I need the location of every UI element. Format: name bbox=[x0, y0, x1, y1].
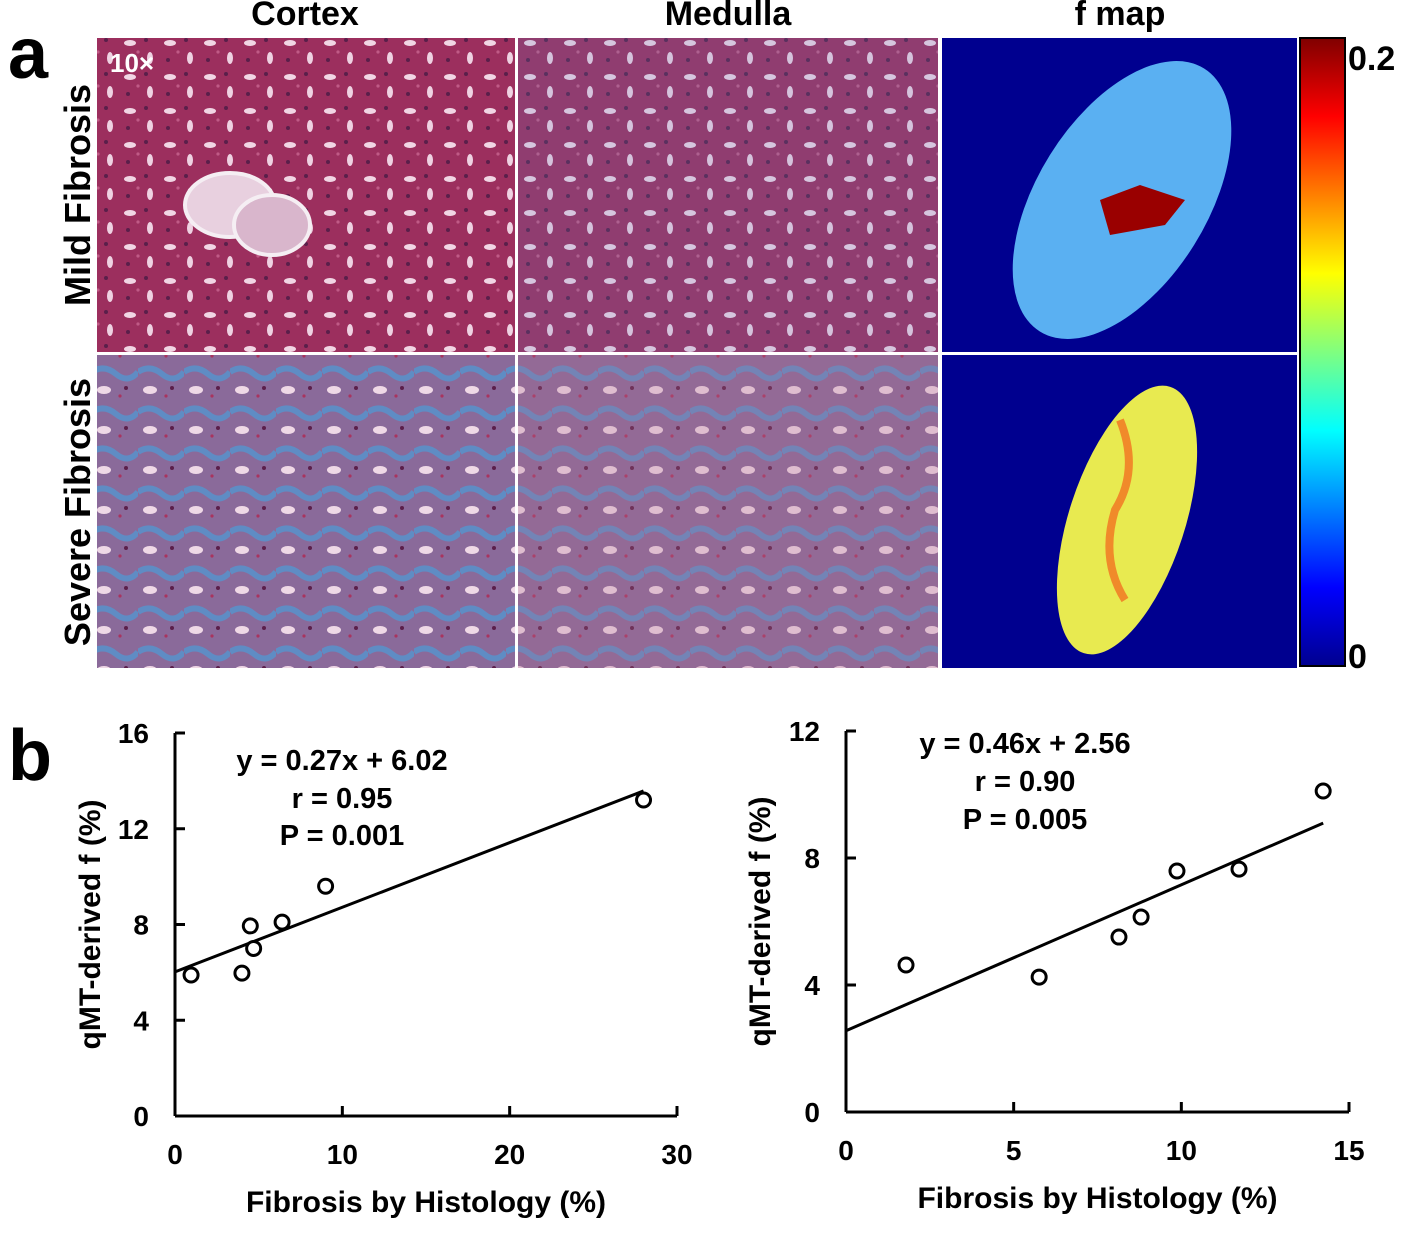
data-point bbox=[182, 966, 200, 984]
annotation: r = 0.95 bbox=[292, 783, 393, 815]
panel-label: b bbox=[8, 716, 52, 796]
x-axis-label: Fibrosis by Histology (%) bbox=[246, 1186, 606, 1219]
panel-label: a bbox=[8, 14, 49, 94]
x-tick-label: 0 bbox=[167, 1139, 183, 1170]
y-tick-label: 0 bbox=[133, 1101, 149, 1132]
annotation: r = 0.90 bbox=[975, 766, 1076, 798]
data-point bbox=[1110, 928, 1128, 946]
column-title: Cortex bbox=[251, 0, 359, 33]
x-tick-label: 0 bbox=[838, 1135, 854, 1166]
hot-spot bbox=[1105, 418, 1133, 603]
y-axis-label: qMT-derived f (%) bbox=[74, 799, 107, 1049]
annotation: y = 0.27x + 6.02 bbox=[236, 745, 447, 777]
row-title: Severe Fibrosis bbox=[57, 378, 98, 646]
histology-image bbox=[518, 38, 938, 352]
y-tick-label: 4 bbox=[133, 1005, 149, 1036]
histology-image bbox=[97, 355, 515, 668]
data-point bbox=[317, 877, 335, 895]
data-point bbox=[1132, 908, 1150, 926]
data-point bbox=[233, 964, 251, 982]
magnification: 10× bbox=[110, 48, 154, 78]
data-point bbox=[241, 917, 259, 935]
histology-image bbox=[97, 38, 515, 352]
data-point bbox=[245, 939, 263, 957]
x-tick-label: 30 bbox=[661, 1139, 692, 1170]
data-point bbox=[1030, 968, 1048, 986]
data-point bbox=[897, 956, 915, 974]
y-tick-label: 8 bbox=[804, 843, 820, 874]
column-title: Medulla bbox=[665, 0, 793, 33]
data-point bbox=[1168, 862, 1186, 880]
y-tick-label: 12 bbox=[789, 716, 820, 747]
y-tick-label: 16 bbox=[118, 718, 149, 749]
x-tick-label: 10 bbox=[1166, 1135, 1197, 1166]
data-point bbox=[1314, 782, 1332, 800]
data-point bbox=[273, 913, 291, 931]
x-tick-label: 15 bbox=[1333, 1135, 1364, 1166]
y-tick-label: 4 bbox=[804, 970, 820, 1001]
y-tick-label: 8 bbox=[133, 910, 149, 941]
x-tick-label: 20 bbox=[494, 1139, 525, 1170]
stain-overlay bbox=[518, 38, 938, 352]
colorbar-tick-label: 0.2 bbox=[1348, 40, 1395, 78]
stain-overlay bbox=[518, 355, 938, 668]
colorbar-tick-label: 0 bbox=[1348, 638, 1367, 676]
annotation: y = 0.46x + 2.56 bbox=[919, 728, 1130, 760]
fit-line bbox=[845, 821, 1324, 1033]
colorbar bbox=[1299, 37, 1346, 667]
fit-line bbox=[174, 789, 645, 974]
row-title: Mild Fibrosis bbox=[57, 84, 98, 306]
x-tick-label: 5 bbox=[1006, 1135, 1022, 1166]
hot-spot bbox=[1100, 185, 1185, 235]
histology-image bbox=[518, 355, 938, 668]
y-tick-label: 12 bbox=[118, 814, 149, 845]
annotation: P = 0.005 bbox=[963, 804, 1087, 836]
column-title: f map bbox=[1075, 0, 1166, 33]
y-tick-label: 0 bbox=[804, 1097, 820, 1128]
x-axis-label: Fibrosis by Histology (%) bbox=[917, 1182, 1277, 1215]
y-axis-label: qMT-derived f (%) bbox=[744, 796, 777, 1046]
x-tick-label: 10 bbox=[327, 1139, 358, 1170]
annotation: P = 0.001 bbox=[280, 820, 404, 852]
glomerulus bbox=[232, 193, 312, 257]
dynamic-layer: a b Cortex Medulla f map Mild Fibrosis Severe … bbox=[8, 0, 1395, 1219]
data-point bbox=[1230, 860, 1248, 878]
kidney bbox=[1056, 385, 1198, 655]
data-point bbox=[635, 791, 653, 809]
